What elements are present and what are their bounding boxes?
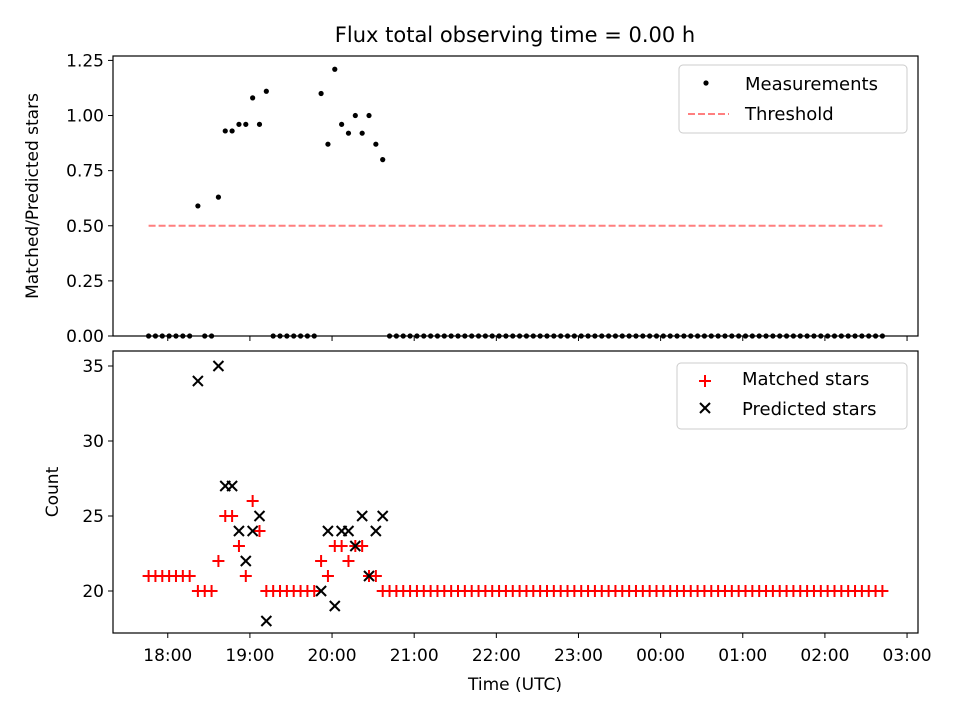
bottom-axis-ticks: 20 25 30 35 18:00 19:00 20:00 21:00 22:00 23:00 00… — [82, 357, 931, 666]
measurement-point — [359, 130, 365, 136]
xtick-label: 23:00 — [554, 646, 603, 666]
legend-label-threshold: Threshold — [744, 104, 834, 125]
predicted-stars-point — [260, 615, 273, 627]
matched-stars-point — [356, 540, 369, 552]
measurement-point — [222, 128, 228, 134]
xtick-label: 00:00 — [636, 646, 685, 666]
measurement-point — [373, 141, 379, 147]
ytick-label: 1.25 — [66, 51, 104, 71]
predicted-stars-point — [376, 510, 389, 522]
measurement-point — [250, 95, 256, 101]
matched-stars-point — [315, 555, 328, 567]
xtick-label: 22:00 — [472, 646, 521, 666]
xtick-label: 18:00 — [143, 646, 192, 666]
measurement-point — [229, 128, 235, 134]
bottom-legend: Matched stars Predicted stars — [676, 362, 908, 430]
measurement-point — [215, 194, 222, 200]
top-ylabel: Matched/Predicted stars — [23, 93, 43, 299]
chart-title: Flux total observing time = 0.00 h — [335, 23, 695, 47]
measurement-point — [352, 112, 358, 119]
measurement-point — [195, 203, 201, 209]
ytick-label: 0.00 — [66, 327, 104, 347]
legend-marker-matched — [699, 375, 711, 387]
ytick-label: 0.25 — [66, 272, 104, 292]
xtick-label: 02:00 — [800, 646, 849, 666]
measurement-point — [256, 121, 263, 127]
measurement-point — [263, 88, 269, 94]
predicted-stars-point — [212, 360, 225, 372]
ytick-label: 0.75 — [66, 162, 104, 182]
bottom-panel: 20 25 30 35 18:00 19:00 20:00 21:00 22:00 23:00 00… — [43, 350, 932, 695]
measurement-point — [243, 121, 249, 127]
ytick-label: 25 — [82, 507, 104, 527]
predicted-stars-point — [226, 480, 238, 492]
predicted-stars-point — [315, 585, 327, 597]
predicted-stars-point — [192, 375, 204, 387]
top-axis-ticks: 0.00 0.25 0.50 0.75 1.00 1.25 — [66, 51, 908, 347]
predicted-stars-point — [246, 525, 259, 537]
measurement-point — [345, 130, 352, 136]
legend-marker-measurements — [703, 80, 709, 86]
predicted-stars-point — [322, 525, 334, 537]
matched-stars-point — [253, 525, 266, 537]
ytick-label: 1.00 — [66, 107, 104, 127]
measurement-point — [318, 90, 324, 97]
bottom-ylabel: Count — [43, 466, 63, 517]
legend-marker-predicted — [699, 402, 711, 414]
matched-stars-point — [183, 570, 196, 582]
ytick-label: 30 — [82, 432, 104, 452]
measurement-point — [325, 141, 331, 147]
legend-label-measurements: Measurements — [745, 74, 878, 95]
bottom-xlabel: Time (UTC) — [467, 675, 562, 695]
predicted-stars-point — [329, 600, 341, 612]
measurement-point — [380, 157, 386, 163]
matched-stars-point — [239, 570, 252, 582]
predicted-stars-point — [370, 525, 382, 537]
matched-stars-point — [232, 540, 245, 552]
xtick-label: 19:00 — [225, 646, 274, 666]
top-panel: 0.00 0.25 0.50 0.75 1.00 1.25 Matched/Predict… — [23, 51, 919, 347]
matched-stars-point — [246, 495, 259, 507]
top-legend: Measurements Threshold — [678, 64, 908, 134]
measurement-point — [236, 121, 242, 127]
predicted-stars-point — [363, 570, 375, 582]
measurement-point — [339, 121, 345, 127]
ytick-label: 35 — [82, 357, 104, 377]
bottom-legend-frame — [676, 362, 908, 430]
top-legend-frame — [678, 64, 908, 134]
ytick-label: 0.50 — [66, 217, 104, 237]
matched-stars-point — [876, 585, 889, 597]
legend-label-predicted: Predicted stars — [742, 399, 876, 420]
matched-stars-point — [321, 570, 334, 582]
bottom-axes-frame — [112, 350, 919, 634]
legend-label-matched: Matched stars — [742, 369, 869, 390]
top-axes-frame — [112, 55, 919, 337]
ytick-label: 20 — [82, 582, 104, 602]
predicted-stars-point — [240, 555, 252, 567]
measurement-point — [332, 66, 338, 72]
xtick-label: 21:00 — [390, 646, 439, 666]
predicted-stars-point — [349, 540, 362, 552]
matched-stars-point — [369, 570, 382, 582]
matched-stars-point — [205, 585, 218, 597]
matched-stars-point — [308, 585, 321, 597]
bottom-plot-area — [142, 360, 889, 627]
matched-stars-point — [226, 510, 239, 522]
measurement-point — [366, 112, 372, 119]
predicted-stars-point — [233, 525, 245, 537]
matched-stars-point — [335, 540, 348, 552]
xtick-label: 20:00 — [308, 646, 357, 666]
xtick-label: 03:00 — [883, 646, 932, 666]
predicted-stars-point — [356, 510, 368, 522]
predicted-stars-point — [253, 510, 266, 522]
xtick-label: 01:00 — [718, 646, 767, 666]
matched-stars-point — [342, 555, 355, 567]
predicted-stars-point — [342, 525, 355, 537]
matched-stars-point — [212, 555, 225, 567]
